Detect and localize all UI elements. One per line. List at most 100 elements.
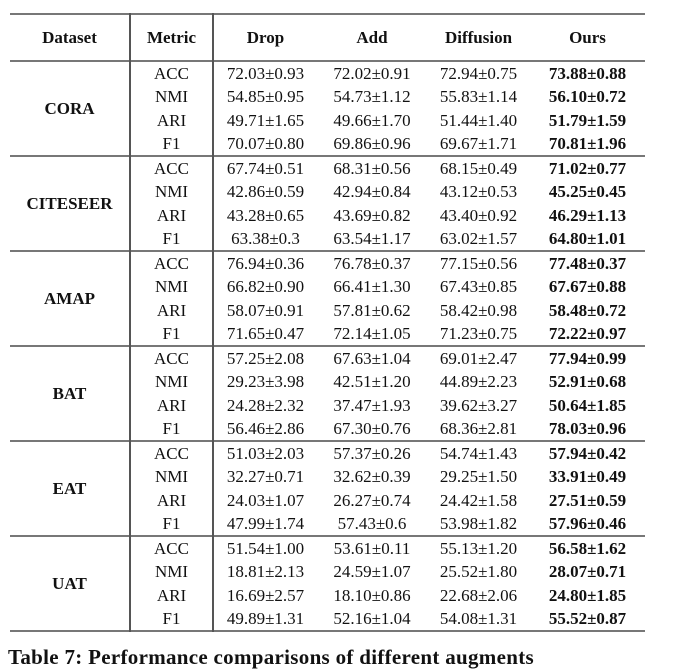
table-row: CORA ACC 72.03±0.93 72.02±0.91 72.94±0.75 73.… — [10, 61, 645, 156]
table-row: F1 70.07±0.80 69.86±0.96 69.67±1.71 70.81±1.… — [10, 132, 645, 156]
table-row: NMI 42.86±0.59 42.94±0.84 43.12±0.53 45.25±0… — [10, 180, 645, 204]
value-cell-diffusion: 55.13±1.20 — [439, 539, 518, 558]
value-cell-diffusion: 71.23±0.75 — [439, 324, 518, 343]
value-cell-add: 24.59±1.07 — [333, 562, 411, 582]
value-cell-drop: 24.28±2.32 — [226, 395, 305, 415]
value-cell-add: 66.41±1.30 — [333, 277, 411, 297]
table-row: ARI 24.03±1.07 26.27±0.74 24.42±1.58 27.51±0… — [10, 488, 645, 512]
value-cell-diffusion: 25.52±1.80 — [439, 562, 518, 582]
value-cell-diffusion: 68.36±2.81 — [439, 419, 518, 438]
value-cell-add: 63.54±1.17 — [333, 229, 411, 248]
value-cell-ours: 77.48±0.37 — [548, 254, 627, 273]
results-table: Dataset Metric Drop Add Diffusion Ours C… — [10, 13, 645, 632]
table-row: EAT ACC 51.03±2.03 57.37±0.26 54.74±1.43 57.9… — [10, 441, 645, 536]
value-cell-add: 72.02±0.91 — [333, 64, 411, 83]
table-header: Dataset Metric Drop Add Diffusion Ours — [10, 14, 645, 61]
value-cell-ours: 45.25±0.45 — [548, 182, 627, 202]
table-row: NMI 18.81±2.13 24.59±1.07 25.52±1.80 28.07±0… — [10, 560, 645, 584]
value-cell-ours: 52.91±0.68 — [548, 372, 627, 392]
header-diffusion: Diffusion — [444, 27, 513, 47]
metric-cell: NMI — [130, 465, 214, 489]
value-cell-diffusion: 39.62±3.27 — [439, 395, 518, 415]
table-row: F1 71.65±0.47 72.14±1.05 71.23±0.75 72.22±0.… — [10, 322, 645, 346]
value-cell-add: 57.37±0.26 — [333, 444, 411, 463]
metric-cell: NMI — [130, 85, 214, 109]
table-row: F1 47.99±1.74 57.43±0.6 53.98±1.82 57.96±0.4… — [10, 512, 645, 536]
metric-cell: ARI — [130, 298, 214, 322]
header-ours: Ours — [569, 27, 606, 47]
value-cell-add: 49.66±1.70 — [333, 110, 411, 130]
value-cell-drop: 57.25±2.08 — [226, 349, 305, 368]
value-cell-diffusion: 43.40±0.92 — [439, 205, 518, 225]
value-cell-add: 18.10±0.86 — [333, 585, 411, 605]
metric-cell: F1 — [130, 322, 214, 346]
table-caption: Table 7: Performance comparisons of diff… — [8, 645, 534, 669]
metric-cell: NMI — [130, 560, 214, 584]
header-drop: Drop — [246, 27, 285, 47]
dataset-cell: EAT — [10, 441, 131, 536]
value-cell-diffusion: 68.15±0.49 — [439, 159, 518, 178]
metric-cell: ARI — [130, 393, 214, 417]
value-cell-add: 32.62±0.39 — [333, 467, 411, 487]
value-cell-drop: 42.86±0.59 — [226, 182, 305, 202]
value-cell-ours: 46.29±1.13 — [548, 205, 627, 225]
header-metric: Metric — [130, 14, 214, 61]
value-cell-drop: 24.03±1.07 — [226, 490, 305, 510]
value-cell-add: 69.86±0.96 — [333, 134, 411, 153]
metric-cell: NMI — [130, 370, 214, 394]
value-cell-add: 72.14±1.05 — [333, 324, 411, 343]
dataset-group-amap: AMAP ACC 76.94±0.36 76.78±0.37 77.15±0.56 77.… — [10, 251, 645, 346]
metric-cell: F1 — [130, 512, 214, 536]
value-cell-add: 57.43±0.6 — [337, 514, 407, 533]
value-cell-diffusion: 77.15±0.56 — [439, 254, 518, 273]
value-cell-add: 43.69±0.82 — [333, 205, 411, 225]
value-cell-diffusion: 51.44±1.40 — [439, 110, 518, 130]
value-cell-drop: 56.46±2.86 — [226, 419, 305, 438]
table-row: BAT ACC 57.25±2.08 67.63±1.04 69.01±2.47 77.9… — [10, 346, 645, 441]
metric-cell: ACC — [130, 441, 214, 465]
value-cell-add: 76.78±0.37 — [333, 254, 411, 273]
dataset-group-bat: BAT ACC 57.25±2.08 67.63±1.04 69.01±2.47 77.9… — [10, 346, 645, 441]
value-cell-add: 42.51±1.20 — [333, 372, 411, 392]
value-cell-add: 68.31±0.56 — [333, 159, 411, 178]
value-cell-drop: 49.89±1.31 — [226, 609, 305, 628]
value-cell-diffusion: 24.42±1.58 — [439, 490, 518, 510]
value-cell-add: 57.81±0.62 — [333, 300, 411, 320]
metric-cell: ARI — [130, 203, 214, 227]
value-cell-ours: 64.80±1.01 — [548, 229, 627, 248]
value-cell-drop: 47.99±1.74 — [226, 514, 305, 533]
value-cell-ours: 33.91±0.49 — [548, 467, 627, 487]
value-cell-drop: 51.54±1.00 — [226, 539, 305, 558]
value-cell-add: 54.73±1.12 — [333, 87, 411, 107]
value-cell-add: 52.16±1.04 — [333, 609, 411, 628]
value-cell-diffusion: 55.83±1.14 — [439, 87, 518, 107]
metric-cell: NMI — [130, 275, 214, 299]
value-cell-diffusion: 29.25±1.50 — [439, 467, 518, 487]
value-cell-diffusion: 54.08±1.31 — [439, 609, 518, 628]
value-cell-ours: 55.52±0.87 — [548, 609, 627, 628]
value-cell-diffusion: 58.42±0.98 — [439, 300, 518, 320]
header-dataset: Dataset — [10, 14, 131, 61]
dataset-group-citeseer: CITESEER ACC 67.74±0.51 68.31±0.56 68.15±0.4… — [10, 156, 645, 251]
value-cell-add: 26.27±0.74 — [333, 490, 411, 510]
dataset-cell: AMAP — [10, 251, 131, 346]
table-row: F1 63.38±0.3 63.54±1.17 63.02±1.57 64.80±1.0… — [10, 227, 645, 251]
value-cell-add: 53.61±0.11 — [333, 539, 411, 558]
value-cell-diffusion: 22.68±2.06 — [439, 585, 518, 605]
value-cell-diffusion: 63.02±1.57 — [439, 229, 518, 248]
value-cell-add: 42.94±0.84 — [333, 182, 411, 202]
dataset-group-cora: CORA ACC 72.03±0.93 72.02±0.91 72.94±0.75 73.… — [10, 61, 645, 156]
metric-cell: F1 — [130, 417, 214, 441]
value-cell-ours: 78.03±0.96 — [548, 419, 627, 438]
table-row: CITESEER ACC 67.74±0.51 68.31±0.56 68.15±0.4… — [10, 156, 645, 251]
metric-cell: F1 — [130, 227, 214, 251]
header-row: Dataset Metric Drop Add Diffusion Ours — [10, 14, 645, 61]
dataset-cell: UAT — [10, 536, 131, 631]
value-cell-drop: 51.03±2.03 — [226, 444, 305, 463]
value-cell-drop: 16.69±2.57 — [226, 585, 305, 605]
value-cell-ours: 24.80±1.85 — [548, 585, 627, 605]
value-cell-drop: 32.27±0.71 — [226, 467, 305, 487]
value-cell-ours: 72.22±0.97 — [548, 324, 627, 343]
header-add: Add — [356, 27, 388, 47]
value-cell-diffusion: 72.94±0.75 — [439, 64, 518, 83]
